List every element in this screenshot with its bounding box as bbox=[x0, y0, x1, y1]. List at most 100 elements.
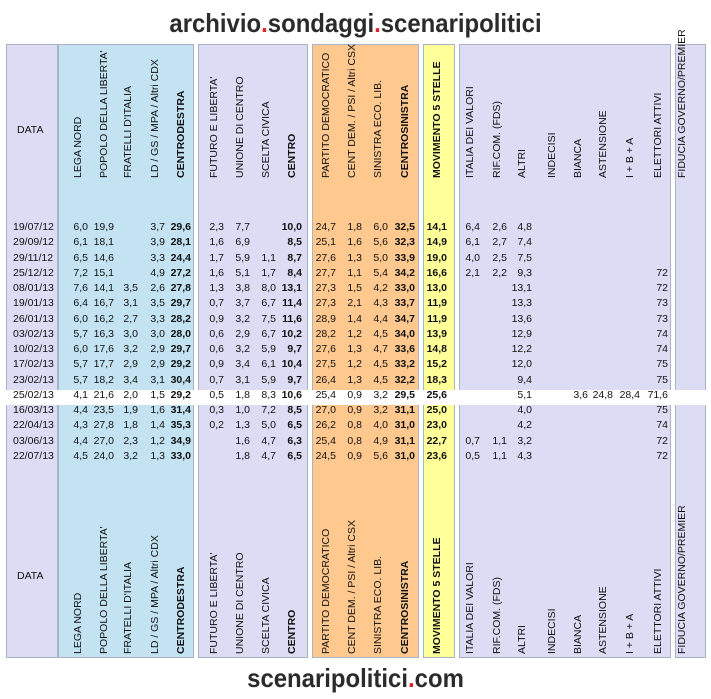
cell-udc: 1,3 bbox=[235, 419, 250, 432]
row-date: 26/01/13 bbox=[13, 312, 54, 325]
cell-pdl: 19,9 bbox=[93, 221, 114, 233]
cell-idv: 2,1 bbox=[465, 266, 480, 279]
cell-cdx: 29,2 bbox=[170, 358, 191, 371]
cell-bia: 3,6 bbox=[573, 388, 588, 401]
cell-ld: 1,4 bbox=[150, 419, 165, 432]
cell-ele: 74 bbox=[656, 419, 668, 432]
column-header-cd: CENT DEM. / PSI / Altri CSX bbox=[346, 44, 358, 178]
row-date: 19/07/12 bbox=[13, 221, 54, 233]
cell-fli: 2,3 bbox=[209, 221, 224, 233]
column-header-idv: ITALIA DEI VALORI bbox=[464, 86, 476, 178]
cell-centro: 8,7 bbox=[287, 251, 302, 264]
cell-ele: 74 bbox=[656, 327, 668, 340]
column-header-fdi: FRATELLI D'ITALIA bbox=[122, 85, 134, 178]
cell-ld: 3,5 bbox=[150, 297, 165, 310]
column-header-fid: FIDUCIA GOVERNO/PREMIER bbox=[676, 29, 688, 178]
column-header-udc: UNIONE DI CENTRO bbox=[234, 76, 246, 178]
cell-pdl: 14,1 bbox=[93, 282, 114, 294]
cell-pdl: 17,6 bbox=[93, 343, 114, 355]
cell-udc: 5,1 bbox=[235, 266, 250, 279]
cell-pdl: 18,2 bbox=[93, 373, 114, 386]
cell-csx: 33,9 bbox=[394, 251, 415, 264]
cell-sc: 4,7 bbox=[261, 449, 276, 462]
cell-ele: 72 bbox=[656, 282, 668, 294]
cell-sel: 5,0 bbox=[373, 251, 388, 264]
cell-pdl: 18,1 bbox=[93, 236, 114, 249]
cell-ele: 72 bbox=[656, 434, 668, 447]
cell-altri: 12,0 bbox=[511, 358, 532, 371]
cell-udc: 1,8 bbox=[235, 449, 250, 462]
cell-fdi: 2,0 bbox=[123, 388, 138, 401]
cell-cd: 1,3 bbox=[347, 251, 362, 264]
cell-fdi: 3,2 bbox=[123, 343, 138, 355]
cell-pdl: 16,3 bbox=[93, 327, 114, 340]
cell-udc: 5,9 bbox=[235, 251, 250, 264]
cell-fli: 0,3 bbox=[209, 404, 224, 416]
cell-ele: 75 bbox=[656, 373, 668, 386]
column-header-ast: ASTENSIONE bbox=[597, 586, 609, 654]
column-header-csx: CENTROSINISTRA bbox=[399, 560, 411, 654]
cell-pdl: 16,2 bbox=[93, 312, 114, 325]
cell-sel: 4,5 bbox=[373, 373, 388, 386]
cell-sel: 4,5 bbox=[373, 327, 388, 340]
cell-sel: 4,0 bbox=[373, 419, 388, 432]
cell-centro: 9,7 bbox=[287, 373, 302, 386]
cell-cdx: 28,2 bbox=[170, 312, 191, 325]
cell-fdi: 3,0 bbox=[123, 327, 138, 340]
date-column-label: DATA bbox=[17, 570, 44, 582]
cell-idv: 0,7 bbox=[465, 434, 480, 447]
cell-rif: 2,7 bbox=[492, 236, 507, 249]
column-header-rif: RIF.COM. (FDS) bbox=[491, 577, 503, 654]
cell-csx: 32,5 bbox=[394, 221, 415, 233]
cell-fli: 0,6 bbox=[209, 327, 224, 340]
cell-ln: 6,4 bbox=[73, 297, 88, 310]
column-header-ln: LEGA NORD bbox=[72, 592, 84, 654]
row-date: 19/01/13 bbox=[13, 297, 54, 310]
title-dot: . bbox=[407, 663, 415, 693]
cell-m5s: 11,9 bbox=[427, 312, 447, 325]
cell-cdx: 24,4 bbox=[170, 251, 191, 264]
cell-sc: 8,3 bbox=[261, 388, 276, 401]
cell-idv: 6,1 bbox=[465, 236, 480, 249]
cell-m5s: 13,0 bbox=[426, 282, 447, 294]
column-header-sc: SCELTA CIVICA bbox=[260, 577, 272, 654]
cell-udc: 3,2 bbox=[235, 343, 250, 355]
cell-sc: 6,7 bbox=[261, 297, 276, 310]
column-header-altri: ALTRI bbox=[516, 625, 528, 654]
cell-sc: 1,7 bbox=[261, 266, 276, 279]
cell-cd: 1,1 bbox=[347, 266, 362, 279]
cell-fli: 0,6 bbox=[209, 343, 224, 355]
cell-csx: 34,2 bbox=[394, 266, 415, 279]
cell-cd: 1,3 bbox=[347, 373, 362, 386]
cell-ele: 72 bbox=[656, 449, 668, 462]
cell-pd: 26,4 bbox=[315, 373, 336, 386]
cell-pd: 26,2 bbox=[315, 419, 336, 432]
cell-pd: 25,4 bbox=[315, 434, 336, 447]
cell-sc: 5,9 bbox=[261, 373, 276, 386]
cell-pd: 27,6 bbox=[315, 251, 336, 264]
cell-sc: 5,9 bbox=[261, 343, 276, 355]
cell-ele: 74 bbox=[656, 343, 668, 355]
cell-udc: 3,2 bbox=[235, 312, 250, 325]
cell-sel: 4,5 bbox=[373, 358, 388, 371]
centrosinistra-band bbox=[312, 44, 419, 658]
cell-sel: 4,7 bbox=[373, 343, 388, 355]
cell-fdi: 1,8 bbox=[123, 419, 138, 432]
m5s-band bbox=[423, 44, 455, 658]
cell-cd: 0,9 bbox=[347, 388, 362, 401]
site-title-archive: archivio.sondaggi.scenaripolitici bbox=[169, 8, 542, 38]
cell-sel: 5,4 bbox=[373, 266, 388, 279]
cell-ln: 6,5 bbox=[73, 251, 88, 264]
column-header-ele: ELETTORI ATTIVI bbox=[652, 92, 664, 178]
column-header-fid: FIDUCIA GOVERNO/PREMIER bbox=[676, 505, 688, 654]
cell-centro: 10,6 bbox=[281, 388, 302, 401]
cell-pd: 27,6 bbox=[315, 343, 336, 355]
row-date: 22/07/13 bbox=[13, 449, 54, 462]
cell-fdi: 2,9 bbox=[123, 358, 138, 371]
title-dot: . bbox=[374, 8, 381, 38]
cell-ld: 1,6 bbox=[150, 404, 165, 416]
cell-centro: 10,4 bbox=[281, 358, 302, 371]
cell-ld: 1,5 bbox=[150, 388, 165, 401]
cell-sc: 4,7 bbox=[261, 434, 276, 447]
cell-ele: 73 bbox=[656, 312, 668, 325]
